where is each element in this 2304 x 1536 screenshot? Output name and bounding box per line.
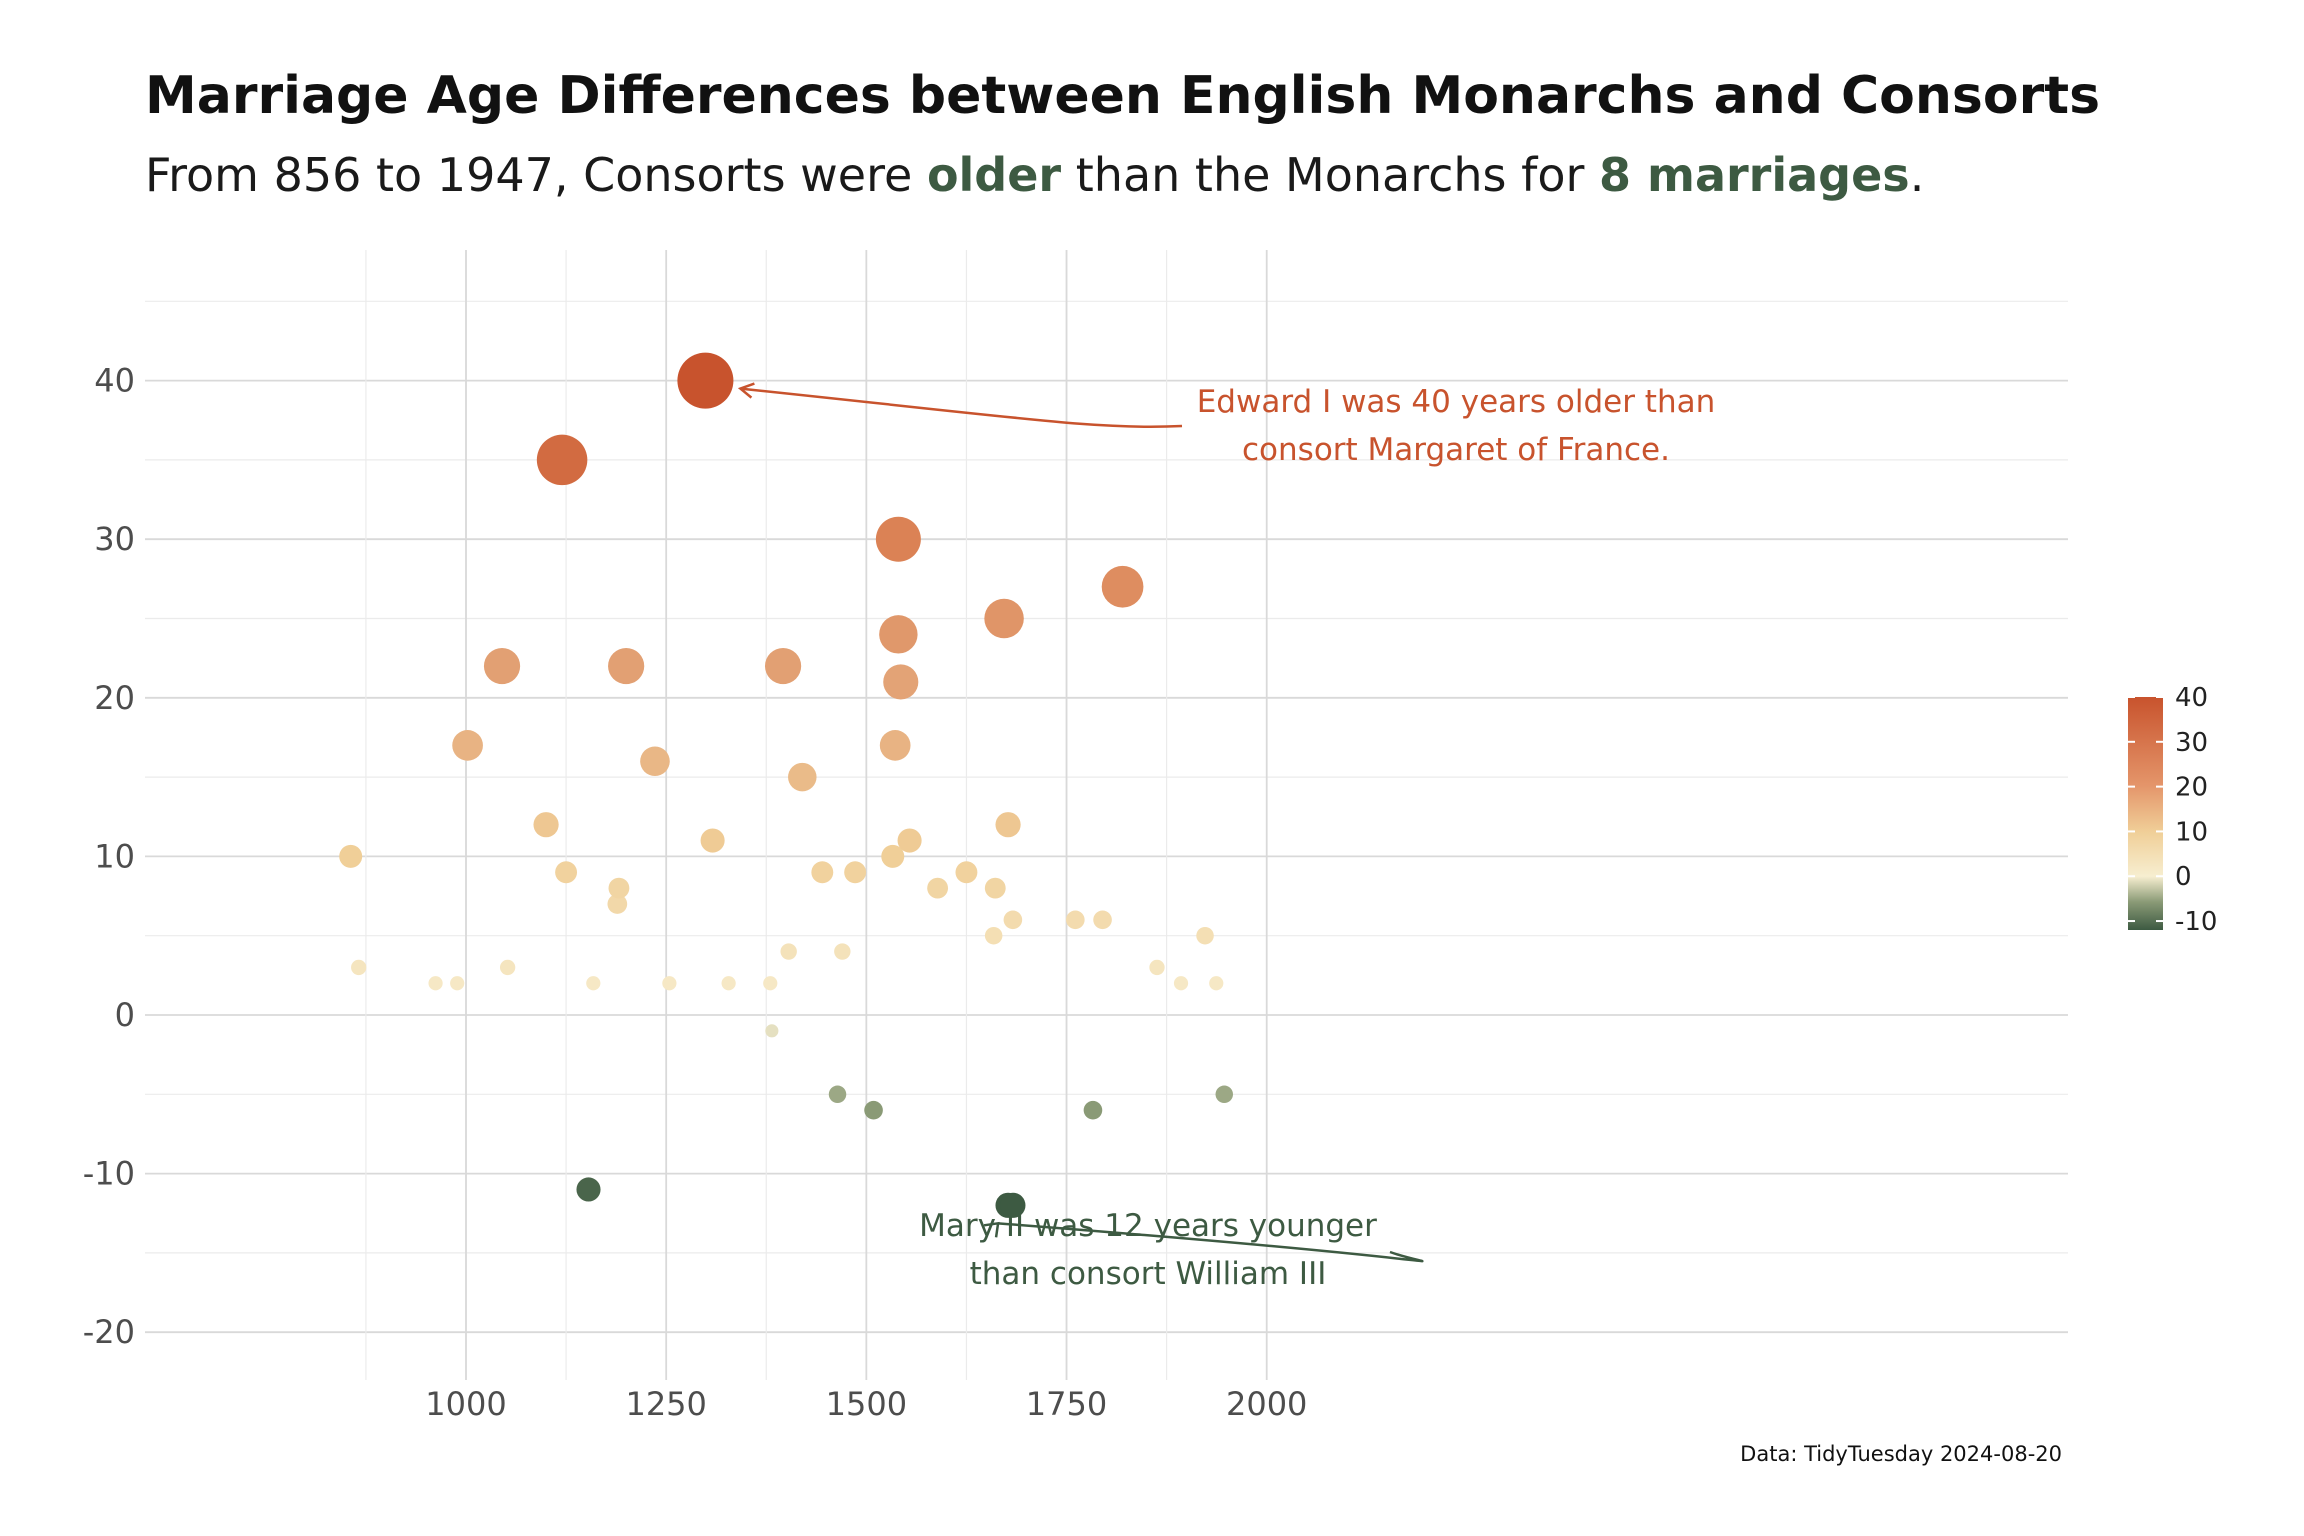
data-point: [995, 812, 1021, 838]
data-point: [1215, 1085, 1234, 1104]
grid-lines: [145, 250, 2068, 1380]
data-point: [864, 1100, 883, 1120]
data-point: [897, 828, 922, 853]
data-point: [834, 943, 851, 960]
data-point: [700, 828, 725, 853]
data-point: [677, 352, 734, 409]
legend-tick-label: 20: [2175, 773, 2208, 803]
data-point: [339, 844, 363, 868]
data-point: [721, 976, 736, 991]
data-point: [586, 976, 601, 991]
annotation-mary-arrow: [997, 1222, 1424, 1263]
x-tick-label: 2000: [1226, 1385, 1307, 1423]
data-point: [811, 861, 834, 884]
legend-gradient-bar: [2128, 697, 2163, 930]
data-point: [533, 812, 559, 838]
data-point: [607, 894, 628, 914]
data-point: [765, 1024, 779, 1038]
data-point: [763, 976, 778, 991]
data-point: [984, 926, 1003, 945]
data-point: [499, 959, 516, 976]
data-point: [879, 730, 911, 761]
data-point: [883, 664, 919, 700]
annotation-mary-text: Mary II was 12 years younger: [919, 1208, 1377, 1244]
data-point: [640, 746, 670, 777]
data-point: [828, 1085, 847, 1104]
data-point: [351, 959, 367, 976]
data-point: [984, 877, 1006, 899]
data-point: [879, 615, 918, 654]
x-tick-label: 1750: [1026, 1385, 1107, 1423]
data-point: [450, 976, 465, 991]
data-point: [1066, 910, 1085, 930]
y-tick-label: 40: [94, 362, 135, 400]
data-point: [844, 861, 867, 884]
data-point: [984, 598, 1024, 639]
annotation-edward-arrowhead: [737, 382, 755, 399]
data-point: [764, 647, 802, 685]
data-point: [1101, 565, 1144, 608]
annotation-mary-arrowhead: [983, 1221, 1000, 1238]
legend-colorbar: 40 30 20 10 0 -10: [2128, 683, 2217, 937]
x-tick-label: 1500: [826, 1385, 907, 1423]
subtitle-older-highlight: older: [926, 148, 1062, 202]
y-tick-label: -20: [83, 1313, 135, 1351]
y-tick-label: 20: [94, 679, 135, 717]
legend-tick-label: -10: [2175, 907, 2217, 937]
data-point: [555, 861, 578, 884]
annotation-mary-text: than consort William III: [970, 1256, 1327, 1292]
annotation-edward-text: Edward I was 40 years older than: [1197, 384, 1716, 420]
legend-tick-label: 40: [2175, 683, 2208, 713]
data-point: [1173, 976, 1189, 991]
data-point: [955, 861, 978, 884]
data-point: [608, 647, 645, 685]
data-point: [1093, 910, 1112, 930]
data-point: [788, 762, 817, 792]
chart-subtitle: From 856 to 1947, Consorts were older th…: [145, 148, 1924, 202]
chart-title: Marriage Age Differences between English…: [145, 66, 2101, 126]
y-tick-label: 10: [94, 837, 135, 875]
legend-tick-label: 30: [2175, 728, 2208, 758]
data-point: [576, 1177, 601, 1202]
data-point: [1209, 976, 1224, 991]
data-point: [875, 516, 921, 562]
data-point: [1000, 1192, 1026, 1218]
y-tick-label: -10: [83, 1155, 135, 1193]
annotation-edward-arrow: [740, 387, 1183, 429]
data-points: [339, 352, 1234, 1218]
data-point: [1196, 926, 1214, 945]
subtitle-count-highlight: 8 marriages: [1599, 148, 1910, 202]
data-point: [483, 647, 521, 685]
x-tick-label: 1000: [425, 1385, 506, 1423]
data-point: [1149, 959, 1165, 976]
data-point: [662, 976, 677, 991]
data-point: [536, 434, 588, 486]
data-point: [927, 877, 949, 899]
y-tick-label: 30: [94, 520, 135, 558]
legend-tick-label: 0: [2175, 862, 2192, 892]
data-source-caption: Data: TidyTuesday 2024-08-20: [1740, 1442, 2062, 1466]
x-tick-label: 1250: [625, 1385, 706, 1423]
annotations: Edward I was 40 years older than consort …: [737, 382, 1716, 1292]
legend-tick-label: 10: [2175, 817, 2208, 847]
data-point: [608, 877, 630, 899]
subtitle-suffix: .: [1909, 148, 1925, 202]
data-point: [452, 730, 483, 761]
data-point: [1083, 1100, 1103, 1120]
data-point: [1003, 910, 1023, 930]
data-point: [428, 976, 443, 991]
annotation-edward-text: consort Margaret of France.: [1242, 432, 1670, 468]
data-point: [881, 844, 905, 868]
subtitle-middle: than the Monarchs for: [1061, 148, 1599, 202]
subtitle-prefix: From 856 to 1947, Consorts were: [145, 148, 927, 202]
data-point: [780, 943, 797, 960]
y-tick-label: 0: [115, 996, 135, 1034]
axis-labels: -20 -10 0 10 20 30 40 1000 1250 1500 1750 2000: [83, 362, 1308, 1423]
